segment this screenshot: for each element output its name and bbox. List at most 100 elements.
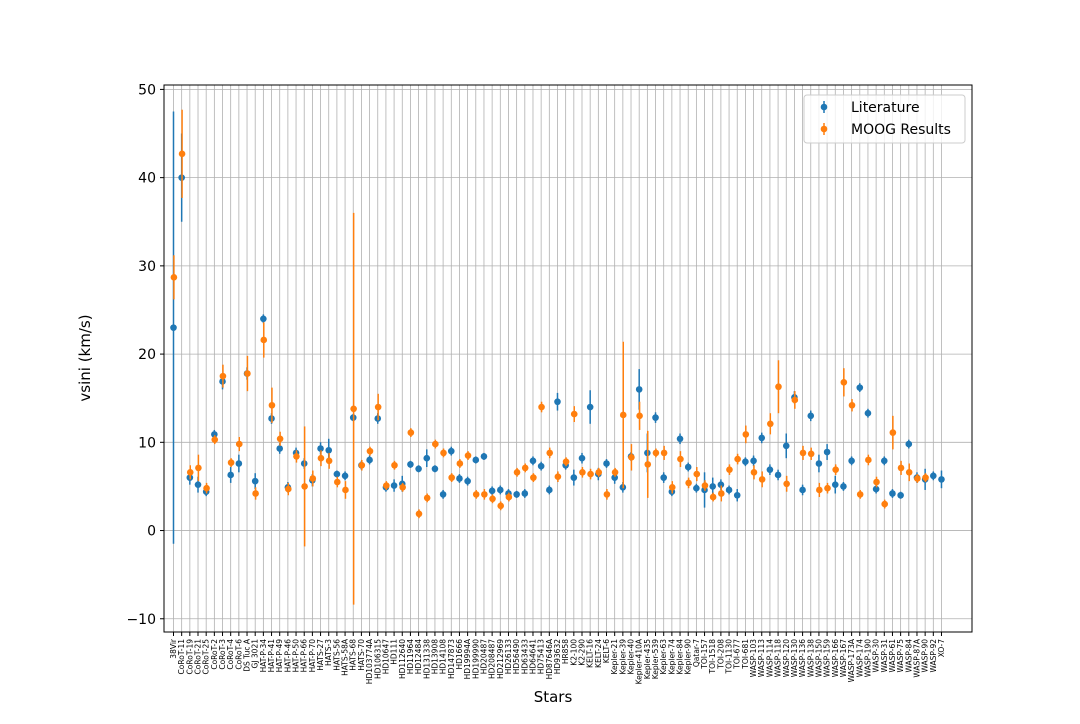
data-point-literature — [464, 477, 471, 485]
data-point-moog — [391, 461, 398, 469]
data-point-literature — [611, 474, 618, 481]
data-point-literature — [897, 491, 904, 499]
x-tick-label: WASP-114 — [765, 639, 774, 678]
x-tick-label: HD93632 — [553, 639, 562, 675]
data-point-literature — [341, 472, 349, 480]
data-point-moog — [897, 464, 905, 472]
x-tick-label: HAT-P-46 — [283, 639, 292, 673]
data-point-moog — [423, 494, 431, 502]
data-point-moog — [195, 464, 202, 472]
data-point-moog — [374, 403, 382, 411]
data-point-literature — [211, 431, 218, 438]
x-tick-label: WASP-167 — [839, 639, 848, 678]
data-point-literature — [831, 481, 839, 488]
x-tick-label: HD10647 — [381, 639, 390, 675]
y-gridlines — [164, 89, 972, 620]
data-point-moog — [415, 510, 423, 518]
data-point-moog — [758, 476, 766, 483]
x-tick-label: WASP-174 — [855, 639, 864, 678]
data-point-moog — [579, 469, 586, 476]
x-tick-label: WASP-61 — [888, 639, 897, 673]
x-tick-label: WASP-113 — [757, 639, 766, 678]
data-point-moog — [856, 491, 864, 498]
data-point-literature — [856, 384, 864, 391]
x-tick-label: Kepler-21 — [610, 639, 619, 675]
data-point-moog — [178, 150, 186, 158]
data-point-moog — [260, 336, 268, 344]
data-point-moog — [636, 412, 643, 420]
data-point-literature — [725, 486, 733, 494]
x-tick-label: WASP-166 — [831, 639, 840, 678]
data-point-moog — [619, 411, 627, 419]
x-tick-label: HD64641 — [528, 639, 537, 675]
data-point-moog — [301, 483, 308, 490]
x-tick-label: Kepler-84 — [676, 639, 685, 675]
y-tick-label: 50 — [138, 82, 156, 98]
data-point-literature — [693, 484, 700, 492]
data-point-literature — [848, 457, 855, 465]
x-tick-label: HD147873 — [447, 639, 456, 679]
x-tick-label: Qatar-7 — [692, 639, 701, 667]
x-tick-label: GJ 3021 — [251, 639, 260, 669]
data-point-literature — [276, 445, 284, 452]
data-point-moog — [235, 440, 243, 448]
x-tick-label: HD112640 — [398, 639, 407, 679]
x-tick-label: 38Vir — [169, 638, 178, 659]
data-point-moog — [603, 491, 611, 498]
data-point-moog — [440, 449, 447, 457]
data-point-moog — [832, 466, 839, 473]
x-tick-label: WASP-120 — [782, 639, 791, 678]
x-tick-label: WASP-118 — [774, 639, 783, 678]
data-marks — [170, 109, 945, 605]
x-axis-label: Stars — [534, 688, 573, 706]
y-tick-label: −10 — [126, 612, 156, 628]
data-point-literature — [554, 398, 561, 406]
x-tick-label: HD106315 — [373, 639, 382, 679]
data-point-literature — [782, 442, 790, 450]
x-tick-label: WASP-84 — [904, 639, 913, 673]
data-point-literature — [260, 315, 267, 323]
data-point-literature — [905, 440, 913, 448]
data-point-moog — [366, 447, 374, 455]
data-point-literature — [840, 483, 847, 490]
data-point-moog — [587, 470, 594, 478]
data-point-moog — [489, 495, 496, 503]
x-tick-label: TOI-1130 — [725, 639, 734, 675]
x-tick-label: Kepler-74 — [667, 639, 676, 675]
y-tick-label: 0 — [147, 524, 156, 540]
data-point-literature — [684, 463, 692, 471]
data-point-moog — [824, 484, 831, 492]
data-point-literature — [807, 412, 815, 420]
x-tick-label: CoRoT-3 — [218, 639, 227, 670]
data-point-moog — [595, 469, 603, 476]
x-tick-label: HD26133 — [504, 639, 513, 675]
x-tick-label: HD75413 — [537, 639, 546, 675]
data-point-literature — [660, 474, 667, 481]
x-tick-label: HD212969 — [496, 639, 505, 679]
data-point-literature — [823, 448, 831, 456]
data-point-moog — [252, 490, 259, 497]
data-point-moog — [791, 396, 799, 404]
x-tick-label: HD87646A — [545, 638, 554, 679]
x-tick-label: HD131338 — [422, 639, 431, 679]
data-point-moog — [456, 460, 464, 467]
x-tick-label: HATS-70 — [357, 639, 366, 671]
data-point-moog — [538, 403, 545, 411]
data-point-moog — [652, 449, 660, 457]
data-point-literature — [676, 435, 684, 443]
data-point-literature — [815, 460, 823, 467]
x-tick-label: KELT-16 — [586, 639, 595, 668]
data-point-moog — [783, 480, 790, 488]
data-point-moog — [448, 474, 455, 481]
data-point-literature — [170, 324, 177, 331]
data-point-moog — [481, 491, 488, 498]
x-tick-label: HAT-P-41 — [267, 639, 276, 673]
data-point-literature — [472, 456, 480, 464]
data-point-moog — [717, 490, 725, 497]
data-point-literature — [439, 491, 447, 498]
x-tick-label: HATS-58A — [341, 638, 350, 676]
x-tick-label: WASP-159 — [823, 639, 832, 678]
data-point-literature — [333, 470, 341, 478]
data-point-moog — [464, 452, 472, 459]
